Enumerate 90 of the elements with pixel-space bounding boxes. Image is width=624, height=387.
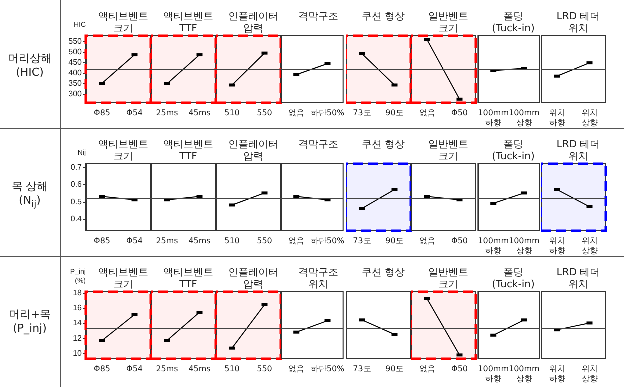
x-tick-label: Φ85 (94, 364, 110, 374)
x-tick-label: Φ54 (126, 108, 143, 118)
chart-title: 쿠션 형상 (362, 12, 406, 22)
x-tick-label: 하단50% (310, 364, 346, 374)
chart-title: 액티브벤트 TTF (164, 12, 214, 34)
x-tick-label: 45ms (188, 364, 211, 374)
x-tick-label: 100mm 상향 (508, 236, 540, 256)
x-tick-label: 하단50% (310, 236, 346, 246)
chart-title: 폴딩 (Tuck-in) (492, 12, 535, 34)
x-tick-label: 위치 하향 (549, 236, 566, 256)
x-tick-label: 위치 하향 (549, 108, 566, 128)
y-tick-label: 16 (73, 303, 83, 312)
x-tick-label: 550 (257, 108, 272, 118)
chart-title: 인플레이터 압력 (228, 12, 278, 34)
x-tick-label: Φ85 (94, 236, 110, 246)
x-tick-label: Φ50 (452, 108, 468, 118)
chart-title: 격막구조 위치 (298, 268, 338, 290)
x-tick-label: 45ms (188, 108, 211, 118)
chart-title: 일반벤트 크기 (428, 12, 468, 34)
x-tick-label: 100mm 하향 (478, 364, 510, 384)
chart-title: 폴딩 (Tuck-in) (492, 140, 535, 162)
chart-title: 격막구조 (298, 12, 338, 22)
chart-title: 일반벤트 크기 (428, 140, 468, 162)
y-tick-label: 0.6 (70, 180, 83, 190)
x-tick-label: 73도 (353, 236, 372, 246)
x-tick-label: 73도 (353, 364, 372, 374)
x-tick-label: 없음 (419, 236, 436, 246)
chart-title: 쿠션 형상 (362, 268, 406, 278)
text: 머리+목 (P_inj) (8, 308, 52, 336)
x-tick-label: 550 (257, 364, 272, 374)
y-tick-label: 12 (73, 334, 83, 343)
x-tick-label: Φ50 (452, 364, 468, 374)
x-tick-label: 510 (224, 364, 240, 374)
x-tick-label: 위치 상향 (582, 364, 598, 384)
x-tick-label: 510 (224, 236, 240, 246)
y-tick-label: 0.5 (70, 197, 83, 206)
x-tick-label: 위치 하향 (549, 364, 566, 384)
x-tick-label: 100mm 상향 (508, 364, 540, 384)
x-tick-label: 25ms (156, 236, 178, 246)
chart-title: LRD 테더 위치 (556, 140, 600, 162)
y-tick-label: 550 (68, 36, 83, 46)
x-tick-label: 없음 (419, 364, 436, 374)
y-tick-label: 0.7 (70, 162, 83, 172)
chart-title: 격막구조 (298, 140, 338, 150)
x-tick-label: 45ms (188, 236, 211, 246)
x-tick-label: 100mm 하향 (478, 108, 510, 128)
x-tick-label: Φ85 (94, 108, 110, 118)
chart-title: 일반벤트 크기 (428, 268, 468, 290)
x-tick-label: 25ms (156, 364, 178, 374)
x-tick-label: 없음 (419, 108, 436, 118)
x-tick-label: 90도 (386, 364, 404, 374)
chart-title: 인플레이터 압력 (228, 140, 278, 162)
chart-title: 액티브벤트 크기 (98, 140, 148, 162)
x-tick-label: 90도 (386, 236, 404, 246)
x-tick-label: 550 (257, 236, 272, 246)
y-tick-label: 500 (68, 47, 83, 56)
y-tick-label: 350 (68, 79, 83, 88)
x-tick-label: 73도 (353, 108, 372, 118)
x-tick-label: 없음 (288, 108, 305, 118)
chart-title: 액티브벤트 크기 (98, 268, 148, 290)
chart-title: 폴딩 (Tuck-in) (492, 268, 535, 290)
x-tick-label: 하단50% (310, 108, 346, 118)
chart-title: 쿠션 형상 (362, 140, 406, 150)
text: 목 상해 (N$_{ij}$) (10, 180, 50, 212)
x-tick-label: 510 (224, 108, 240, 118)
x-tick-label: 100mm 하향 (478, 236, 510, 256)
y-tick-label: 300 (68, 90, 83, 99)
x-tick-label: Φ50 (452, 236, 468, 246)
x-tick-label: 90도 (386, 108, 404, 118)
x-tick-label: 위치 상향 (582, 236, 598, 256)
x-tick-label: Φ54 (126, 364, 143, 374)
chart-title: LRD 테더 위치 (556, 12, 600, 34)
text: 머리상해 (HIC) (7, 52, 53, 80)
x-tick-label: 위치 상향 (582, 108, 598, 128)
y-tick-label: 18 (73, 288, 83, 298)
y-tick-label: 0.4 (70, 214, 83, 224)
x-tick-label: 100mm 상향 (508, 108, 540, 128)
x-tick-label: 없음 (288, 236, 305, 246)
chart-title: 액티브벤트 크기 (98, 12, 148, 34)
chart-title: 액티브벤트 TTF (164, 140, 214, 162)
y-tick-label: 14 (73, 318, 83, 328)
x-tick-label: 없음 (288, 364, 305, 374)
chart-title: LRD 테더 위치 (556, 268, 600, 290)
x-tick-label: 25ms (156, 108, 178, 118)
y-tick-label: 400 (68, 68, 83, 78)
chart-title: 액티브벤트 TTF (164, 268, 214, 290)
chart-title: 인플레이터 압력 (228, 268, 278, 290)
x-tick-label: Φ54 (126, 236, 143, 246)
y-tick-label: 450 (68, 58, 83, 67)
y-tick-label: 10 (73, 349, 83, 358)
